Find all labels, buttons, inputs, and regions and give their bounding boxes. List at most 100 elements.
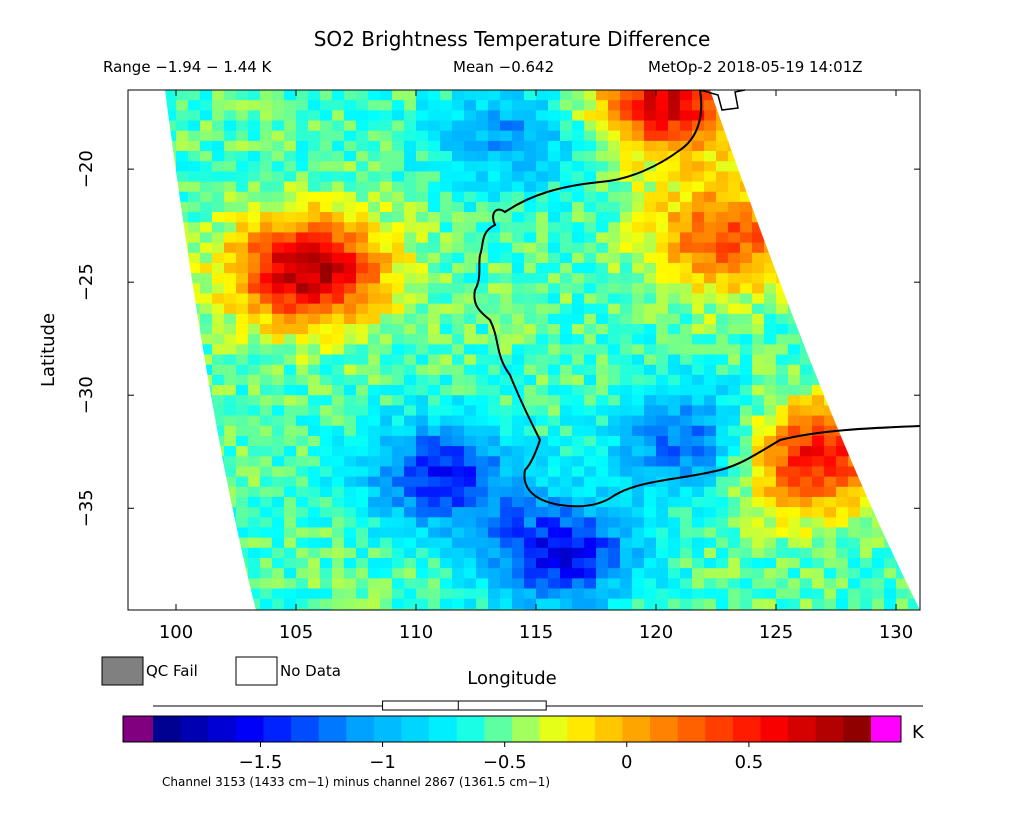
heatmap-cell (752, 537, 765, 549)
heatmap-cell (632, 537, 645, 549)
heatmap-cell (632, 324, 645, 335)
heatmap-cell (404, 252, 417, 264)
heatmap-cell (740, 191, 753, 203)
heatmap-cell (416, 364, 429, 376)
heatmap-cell (704, 344, 717, 356)
heatmap-cell (428, 140, 441, 152)
heatmap-cell (428, 313, 441, 325)
heatmap-cell (632, 293, 645, 305)
heatmap-cell (584, 273, 597, 284)
heatmap-cell (560, 415, 573, 427)
heatmap-cell (308, 303, 321, 315)
heatmap-cell (500, 527, 513, 539)
heatmap-cell (488, 232, 501, 244)
heatmap-cell (368, 120, 381, 132)
heatmap-cell (344, 385, 357, 396)
heatmap-cell (356, 262, 369, 274)
heatmap-cell (716, 395, 729, 406)
heatmap-cell (260, 273, 273, 284)
heatmap-cell (512, 527, 525, 539)
heatmap-cell (500, 517, 513, 529)
heatmap-cell (584, 120, 597, 132)
heatmap-cell (368, 425, 381, 437)
heatmap-cell (488, 435, 501, 447)
heatmap-cell (740, 446, 753, 457)
heatmap-cell (248, 181, 261, 193)
mean-label: Mean −0.642 (453, 58, 554, 76)
heatmap-cell (608, 283, 621, 295)
heatmap-cell (800, 435, 813, 447)
heatmap-cell (848, 517, 861, 529)
heatmap-cell (548, 486, 561, 498)
heatmap-cell (776, 354, 789, 366)
heatmap-cell (236, 212, 249, 223)
heatmap-cell (176, 110, 189, 122)
heatmap-cell (332, 293, 345, 305)
heatmap-cell (380, 100, 393, 111)
heatmap-cell (656, 201, 669, 213)
heatmap-cell (428, 303, 441, 315)
heatmap-cell (464, 171, 477, 183)
heatmap-cell (320, 517, 333, 529)
heatmap-cell (548, 466, 561, 478)
heatmap-cell (512, 456, 525, 468)
heatmap-cell (524, 496, 537, 508)
heatmap-cell (296, 466, 309, 478)
heatmap-cell (776, 486, 789, 498)
heatmap-cell (560, 232, 573, 244)
heatmap-cell (272, 578, 285, 590)
heatmap-cell (200, 191, 213, 203)
heatmap-cell (236, 405, 249, 417)
heatmap-cell (356, 486, 369, 498)
heatmap-cell (248, 262, 261, 274)
heatmap-cell (368, 201, 381, 213)
heatmap-cell (404, 130, 417, 142)
heatmap-cell (440, 201, 453, 213)
heatmap-cell (752, 486, 765, 498)
heatmap-cell (308, 385, 321, 396)
heatmap-cell (656, 232, 669, 244)
heatmap-cell (476, 232, 489, 244)
heatmap-cell (344, 334, 357, 345)
heatmap-cell (440, 262, 453, 274)
heatmap-cell (284, 201, 297, 213)
heatmap-cell (584, 212, 597, 223)
colorbar-under (123, 716, 153, 742)
heatmap-cell (380, 161, 393, 172)
heatmap-cell (620, 435, 633, 447)
heatmap-cell (596, 140, 609, 152)
heatmap-cell (332, 395, 345, 406)
heatmap-cell (740, 273, 753, 284)
heatmap-cell (596, 262, 609, 274)
heatmap-cell (728, 344, 741, 356)
heatmap-cell (668, 435, 681, 447)
heatmap-cell (320, 313, 333, 325)
heatmap-cell (392, 181, 405, 193)
heatmap-cell (500, 191, 513, 203)
heatmap-cell (308, 405, 321, 417)
heatmap-cell (548, 201, 561, 213)
heatmap-cell (224, 120, 237, 132)
heatmap-cell (668, 201, 681, 213)
heatmap-cell (380, 588, 393, 600)
heatmap-cell (308, 120, 321, 132)
heatmap-cell (596, 435, 609, 447)
heatmap-cell (296, 283, 309, 295)
heatmap-cell (836, 578, 849, 590)
heatmap-cell (764, 334, 777, 345)
heatmap-cell (200, 313, 213, 325)
heatmap-cell (368, 578, 381, 590)
heatmap-cell (464, 324, 477, 335)
heatmap-cell (668, 425, 681, 437)
heatmap-cell (836, 588, 849, 600)
heatmap-cell (488, 222, 501, 234)
heatmap-cell (440, 130, 453, 142)
heatmap-cell (776, 598, 789, 610)
heatmap-cell (548, 344, 561, 356)
heatmap-cell (776, 547, 789, 559)
heatmap-cell (440, 405, 453, 417)
heatmap-cell (320, 120, 333, 132)
heatmap-cell (728, 385, 741, 396)
heatmap-cell (596, 313, 609, 325)
heatmap-cell (524, 242, 537, 254)
